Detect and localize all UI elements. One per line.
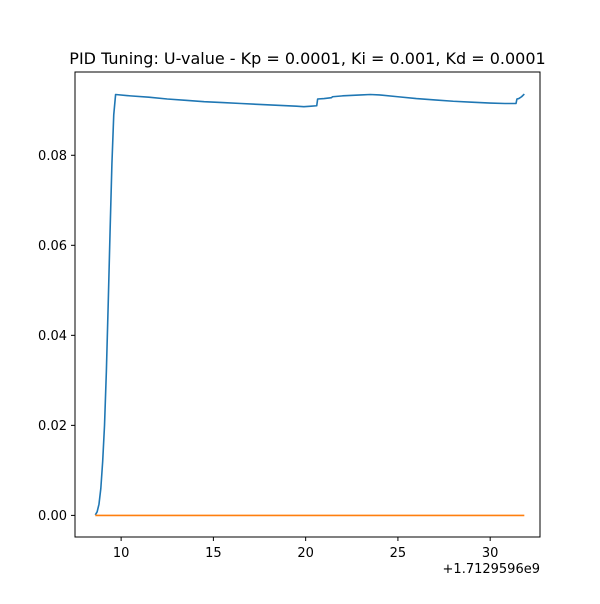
y-tick-label: 0.06 bbox=[38, 239, 67, 254]
plot-frame bbox=[74, 71, 541, 538]
plot-background bbox=[75, 72, 540, 537]
x-tick-label: 10 bbox=[113, 546, 130, 561]
plot-area bbox=[74, 71, 541, 538]
x-tick-label: 30 bbox=[482, 546, 499, 561]
x-axis: 10 15 20 25 30 bbox=[113, 537, 499, 561]
x-tick-label: 20 bbox=[297, 546, 314, 561]
x-tick-label: 25 bbox=[390, 546, 407, 561]
series-layer bbox=[94, 93, 525, 517]
series-line-1 bbox=[94, 93, 525, 516]
x-axis-offset-label: +1.7129596e9 bbox=[443, 562, 540, 577]
y-axis: 0.00 0.02 0.04 0.06 0.08 bbox=[38, 149, 75, 524]
chart-title: PID Tuning: U-value - Kp = 0.0001, Ki = … bbox=[69, 49, 545, 68]
y-tick-label: 0.00 bbox=[38, 509, 67, 524]
y-tick-label: 0.08 bbox=[38, 149, 67, 164]
y-tick-label: 0.02 bbox=[38, 419, 67, 434]
x-tick-label: 15 bbox=[205, 546, 222, 561]
y-tick-label: 0.04 bbox=[38, 329, 67, 344]
